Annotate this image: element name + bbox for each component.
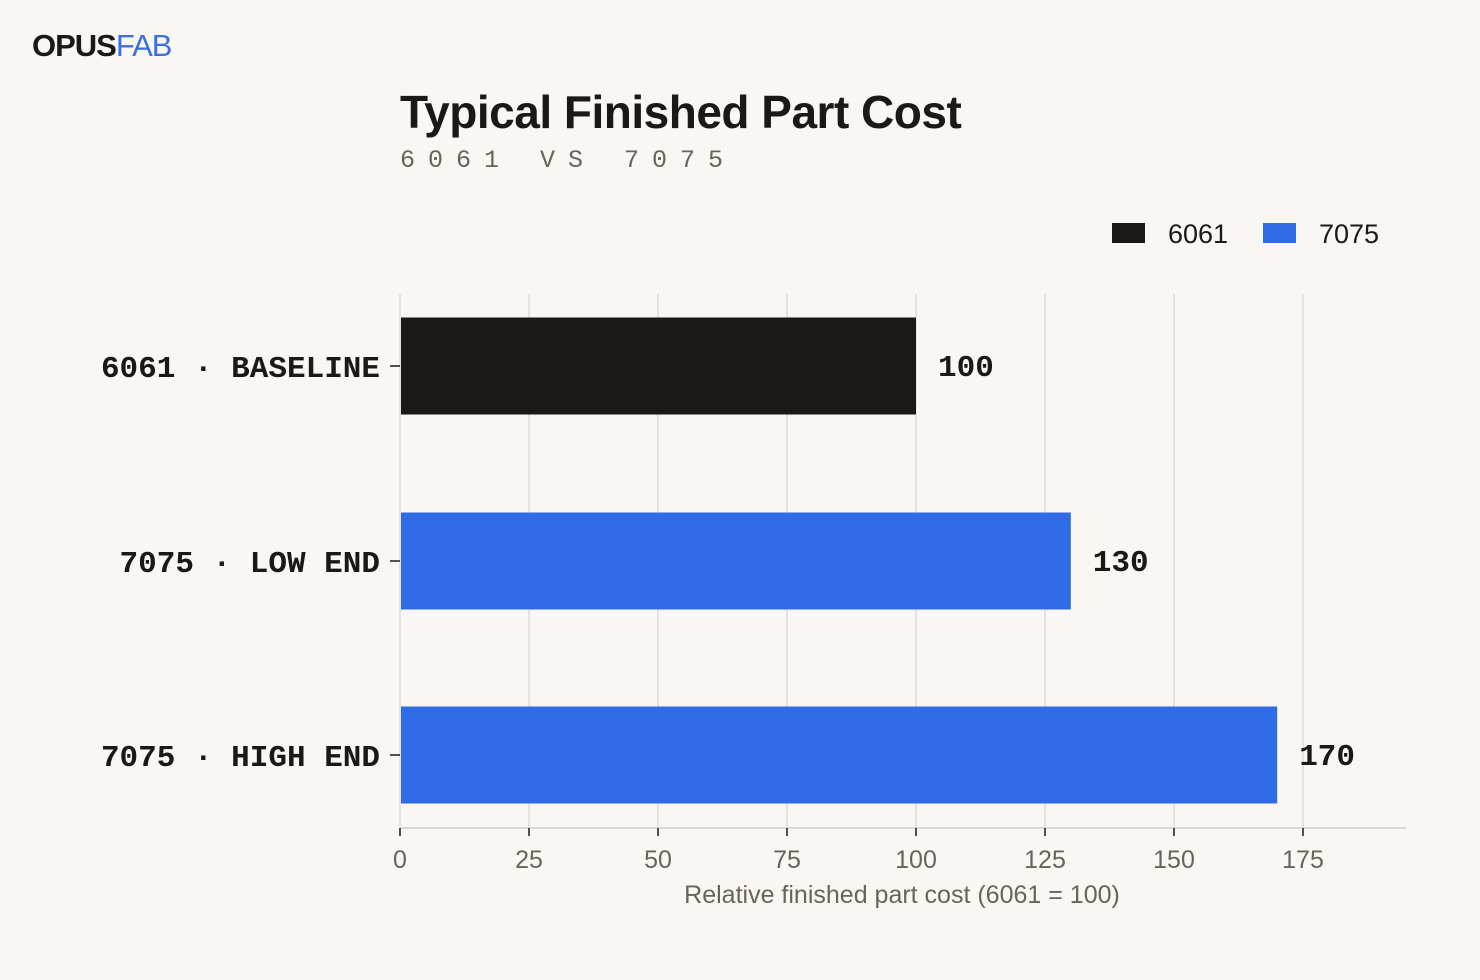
legend-swatch <box>1112 223 1145 243</box>
legend-label: 7075 <box>1319 219 1379 249</box>
bar-value-label: 170 <box>1299 740 1355 775</box>
x-axis-label: Relative finished part cost (6061 = 100) <box>684 881 1120 909</box>
bar <box>401 512 1071 610</box>
x-tick-label: 100 <box>895 846 937 874</box>
bar <box>401 706 1278 804</box>
x-tick-label: 150 <box>1153 846 1195 874</box>
chart-subtitle: 6061 VS 7075 <box>400 146 737 175</box>
legend-label: 6061 <box>1168 219 1228 249</box>
legend-swatch <box>1263 223 1296 243</box>
x-tick-label: 25 <box>515 846 543 874</box>
chart-title: Typical Finished Part Cost <box>400 86 962 138</box>
x-tick-label: 0 <box>393 846 407 874</box>
category-label: 7075 · LOW END <box>120 547 380 582</box>
category-label: 6061 · BASELINE <box>101 352 380 387</box>
brand-logo-part2: FAB <box>115 28 173 63</box>
bar-value-label: 130 <box>1093 546 1149 581</box>
x-tick-label: 50 <box>644 846 672 874</box>
x-tick-label: 125 <box>1024 846 1066 874</box>
x-tick-label: 175 <box>1282 846 1324 874</box>
bar <box>401 317 916 415</box>
brand-logo: OPUSFAB <box>32 26 173 66</box>
x-tick-label: 75 <box>773 846 801 874</box>
bar-value-label: 100 <box>938 351 994 386</box>
category-label: 7075 · HIGH END <box>101 741 380 776</box>
brand-logo-part1: OPUS <box>32 28 117 63</box>
